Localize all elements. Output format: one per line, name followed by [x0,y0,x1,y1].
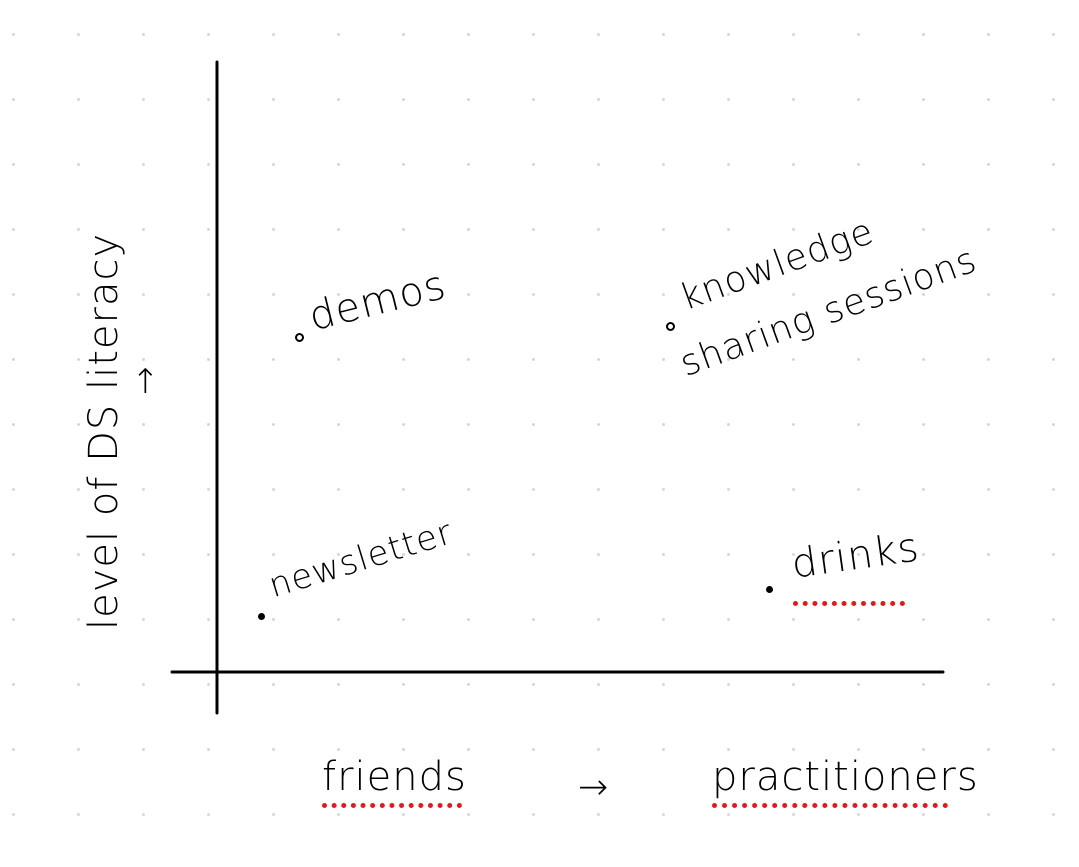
practitioners-spellcheck-underline [712,803,948,808]
friends-spellcheck-underline [322,803,462,808]
drinks-spellcheck-underline [793,601,905,606]
y-axis-arrow: → [125,365,165,396]
x-axis-right-label: practitioners [712,754,979,800]
demos-bullet [295,333,304,342]
y-axis-label: level of DS literacy [81,232,127,630]
newsletter-bullet [258,613,265,620]
x-axis-left-label: friends [322,754,467,800]
drinks-bullet [766,586,773,593]
knowledge-bullet [666,322,675,331]
x-axis-arrow: → [578,767,610,808]
